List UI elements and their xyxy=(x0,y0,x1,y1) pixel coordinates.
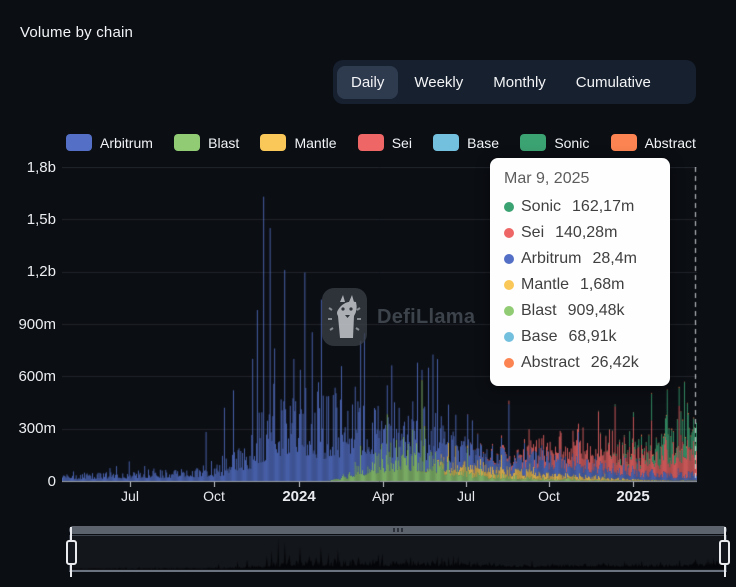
mantle-dot-icon xyxy=(504,280,514,290)
legend-item-base[interactable]: Base xyxy=(433,134,499,151)
legend-item-sei[interactable]: Sei xyxy=(357,134,412,151)
datazoom-overview-chart xyxy=(70,536,726,571)
grip-icon xyxy=(401,528,403,532)
tooltip-row-arbitrum: Arbitrum 28,4m xyxy=(504,246,656,272)
chart-tooltip: Mar 9, 2025 Sonic 162,17m Sei 140,28m Ar… xyxy=(490,158,670,386)
tooltip-row-abstract: Abstract 26,42k xyxy=(504,350,656,376)
tooltip-row-base: Base 68,91k xyxy=(504,324,656,350)
x-tick-2025: 2025 xyxy=(616,488,650,505)
datazoom-right-handle[interactable] xyxy=(719,540,730,565)
y-tick-1500m: 1,5b xyxy=(26,211,56,228)
tooltip-row-sonic: Sonic 162,17m xyxy=(504,194,656,220)
chart-legend: Arbitrum Blast Mantle Sei Base Sonic Abs… xyxy=(66,134,696,151)
y-tick-1200m: 1,2b xyxy=(26,263,56,280)
tooltip-row-sei: Sei 140,28m xyxy=(504,220,656,246)
y-tick-300m: 300m xyxy=(18,420,56,437)
abstract-swatch-icon xyxy=(610,134,637,151)
grip-icon xyxy=(397,528,399,532)
tooltip-row-mantle: Mantle 1,68m xyxy=(504,272,656,298)
y-tick-900m: 900m xyxy=(18,316,56,333)
tab-daily[interactable]: Daily xyxy=(337,65,399,99)
sonic-dot-icon xyxy=(504,202,514,212)
page-title: Volume by chain xyxy=(20,24,134,41)
x-tick-oct-2024: Oct xyxy=(538,488,560,504)
legend-item-arbitrum[interactable]: Arbitrum xyxy=(66,134,153,151)
blast-swatch-icon xyxy=(174,134,201,151)
datazoom-scroll-bar[interactable] xyxy=(69,526,727,534)
x-tick-apr-2024: Apr xyxy=(372,488,394,504)
legend-item-mantle[interactable]: Mantle xyxy=(260,134,337,151)
tab-cumulative[interactable]: Cumulative xyxy=(575,73,651,91)
datazoom-left-handle[interactable] xyxy=(66,540,77,565)
y-tick-1800m: 1,8b xyxy=(26,159,56,176)
datazoom-slider xyxy=(66,524,730,578)
tab-monthly[interactable]: Monthly xyxy=(493,73,546,91)
x-tick-jul-2023: Jul xyxy=(121,488,139,504)
y-tick-0: 0 xyxy=(47,473,56,490)
sonic-swatch-icon xyxy=(520,134,547,151)
x-tick-2024: 2024 xyxy=(282,488,316,505)
legend-item-sonic[interactable]: Sonic xyxy=(520,134,589,151)
tooltip-date: Mar 9, 2025 xyxy=(504,170,590,187)
legend-item-abstract[interactable]: Abstract xyxy=(610,134,696,151)
arbitrum-dot-icon xyxy=(504,254,514,264)
base-swatch-icon xyxy=(433,134,460,151)
mantle-swatch-icon xyxy=(260,134,287,151)
sei-dot-icon xyxy=(504,228,514,238)
x-tick-jul-2024: Jul xyxy=(457,488,475,504)
base-dot-icon xyxy=(504,332,514,342)
legend-item-blast[interactable]: Blast xyxy=(174,134,239,151)
grip-icon xyxy=(393,528,395,532)
interval-tab-group: Daily Weekly Monthly Cumulative xyxy=(333,60,696,104)
y-tick-600m: 600m xyxy=(18,368,56,385)
arbitrum-swatch-icon xyxy=(66,134,92,151)
blast-dot-icon xyxy=(504,306,514,316)
tab-weekly[interactable]: Weekly xyxy=(414,73,464,91)
abstract-dot-icon xyxy=(504,358,514,368)
x-tick-oct-2023: Oct xyxy=(203,488,225,504)
sei-swatch-icon xyxy=(357,134,384,151)
tooltip-row-blast: Blast 909,48k xyxy=(504,298,656,324)
